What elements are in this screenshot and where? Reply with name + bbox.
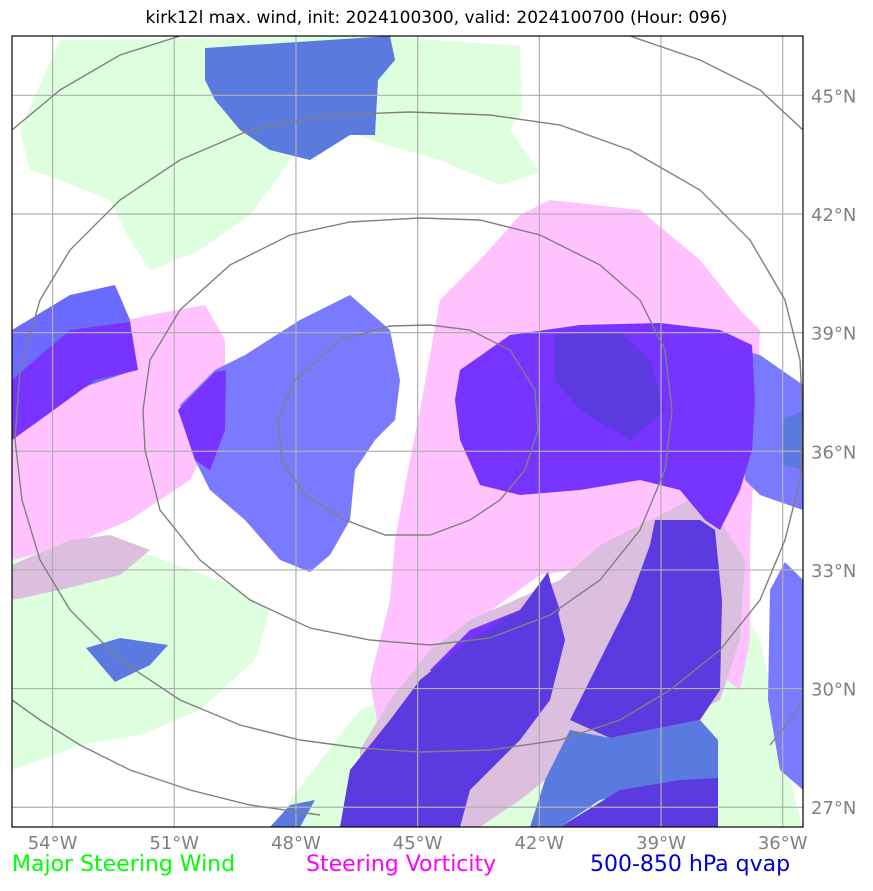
range-ring-4 [12, 36, 181, 131]
longitude-tick-label: 42°W [514, 833, 564, 854]
latitude-tick-label: 42°N [811, 205, 856, 226]
longitude-tick-label: 39°W [636, 833, 686, 854]
qvap-region-south-band-d [530, 720, 718, 827]
latitude-tick-label: 45°N [811, 86, 856, 107]
qvap-region-east [740, 350, 803, 510]
latitude-tick-label: 39°N [811, 324, 856, 345]
overlap-region-southwest [12, 535, 150, 600]
range-ring-3 [14, 111, 803, 753]
range-ring-4-southeast [769, 699, 803, 746]
qvap-region-central-east-core [555, 332, 665, 440]
latitude-labels: 45°N 42°N 39°N 36°N 33°N 30°N 27°N [811, 86, 856, 819]
qvap-region-south-band-c [570, 520, 722, 738]
longitude-tick-label: 45°W [393, 833, 443, 854]
qvap-region-northwest-dense [12, 322, 138, 440]
steering-wind-region-north [20, 36, 540, 270]
qvap-region-far-east [768, 562, 803, 790]
range-ring-4-southwest [12, 699, 321, 816]
range-ring-2 [142, 217, 673, 646]
range-rings [12, 36, 803, 816]
latitude-tick-label: 27°N [811, 798, 856, 819]
qvap-region-east-edge [782, 410, 803, 470]
longitude-tick-label: 54°W [28, 833, 78, 854]
longitude-tick-label: 51°W [149, 833, 199, 854]
latitude-tick-label: 33°N [811, 561, 856, 582]
qvap-region-center-dense [178, 370, 226, 470]
longitude-tick-label: 48°W [271, 833, 321, 854]
qvap-region-south-band-b [340, 572, 565, 827]
map-title: kirk12l max. wind, init: 2024100300, val… [145, 8, 728, 28]
range-ring-4-east [629, 36, 803, 131]
qvap-region-center [180, 295, 400, 572]
latitude-tick-label: 30°N [811, 680, 856, 701]
latitude-tick-label: 36°N [811, 442, 856, 463]
legend-steering-wind: Major Steering Wind [12, 852, 236, 877]
qvap-region-central-east-dense [455, 323, 755, 530]
longitude-labels: 54°W 51°W 48°W 45°W 42°W 39°W 36°W [28, 833, 808, 854]
range-ring-1 [277, 324, 539, 536]
qvap-region-south-band-e [560, 778, 718, 827]
longitude-tick-label: 36°W [758, 833, 808, 854]
legend-steering-vorticity: Steering Vorticity [306, 852, 497, 877]
map-frame [11, 35, 804, 828]
legend-qvap: 500-850 hPa qvap [590, 852, 791, 877]
qvap-layer [12, 36, 803, 827]
qvap-region-southwest [86, 638, 168, 682]
